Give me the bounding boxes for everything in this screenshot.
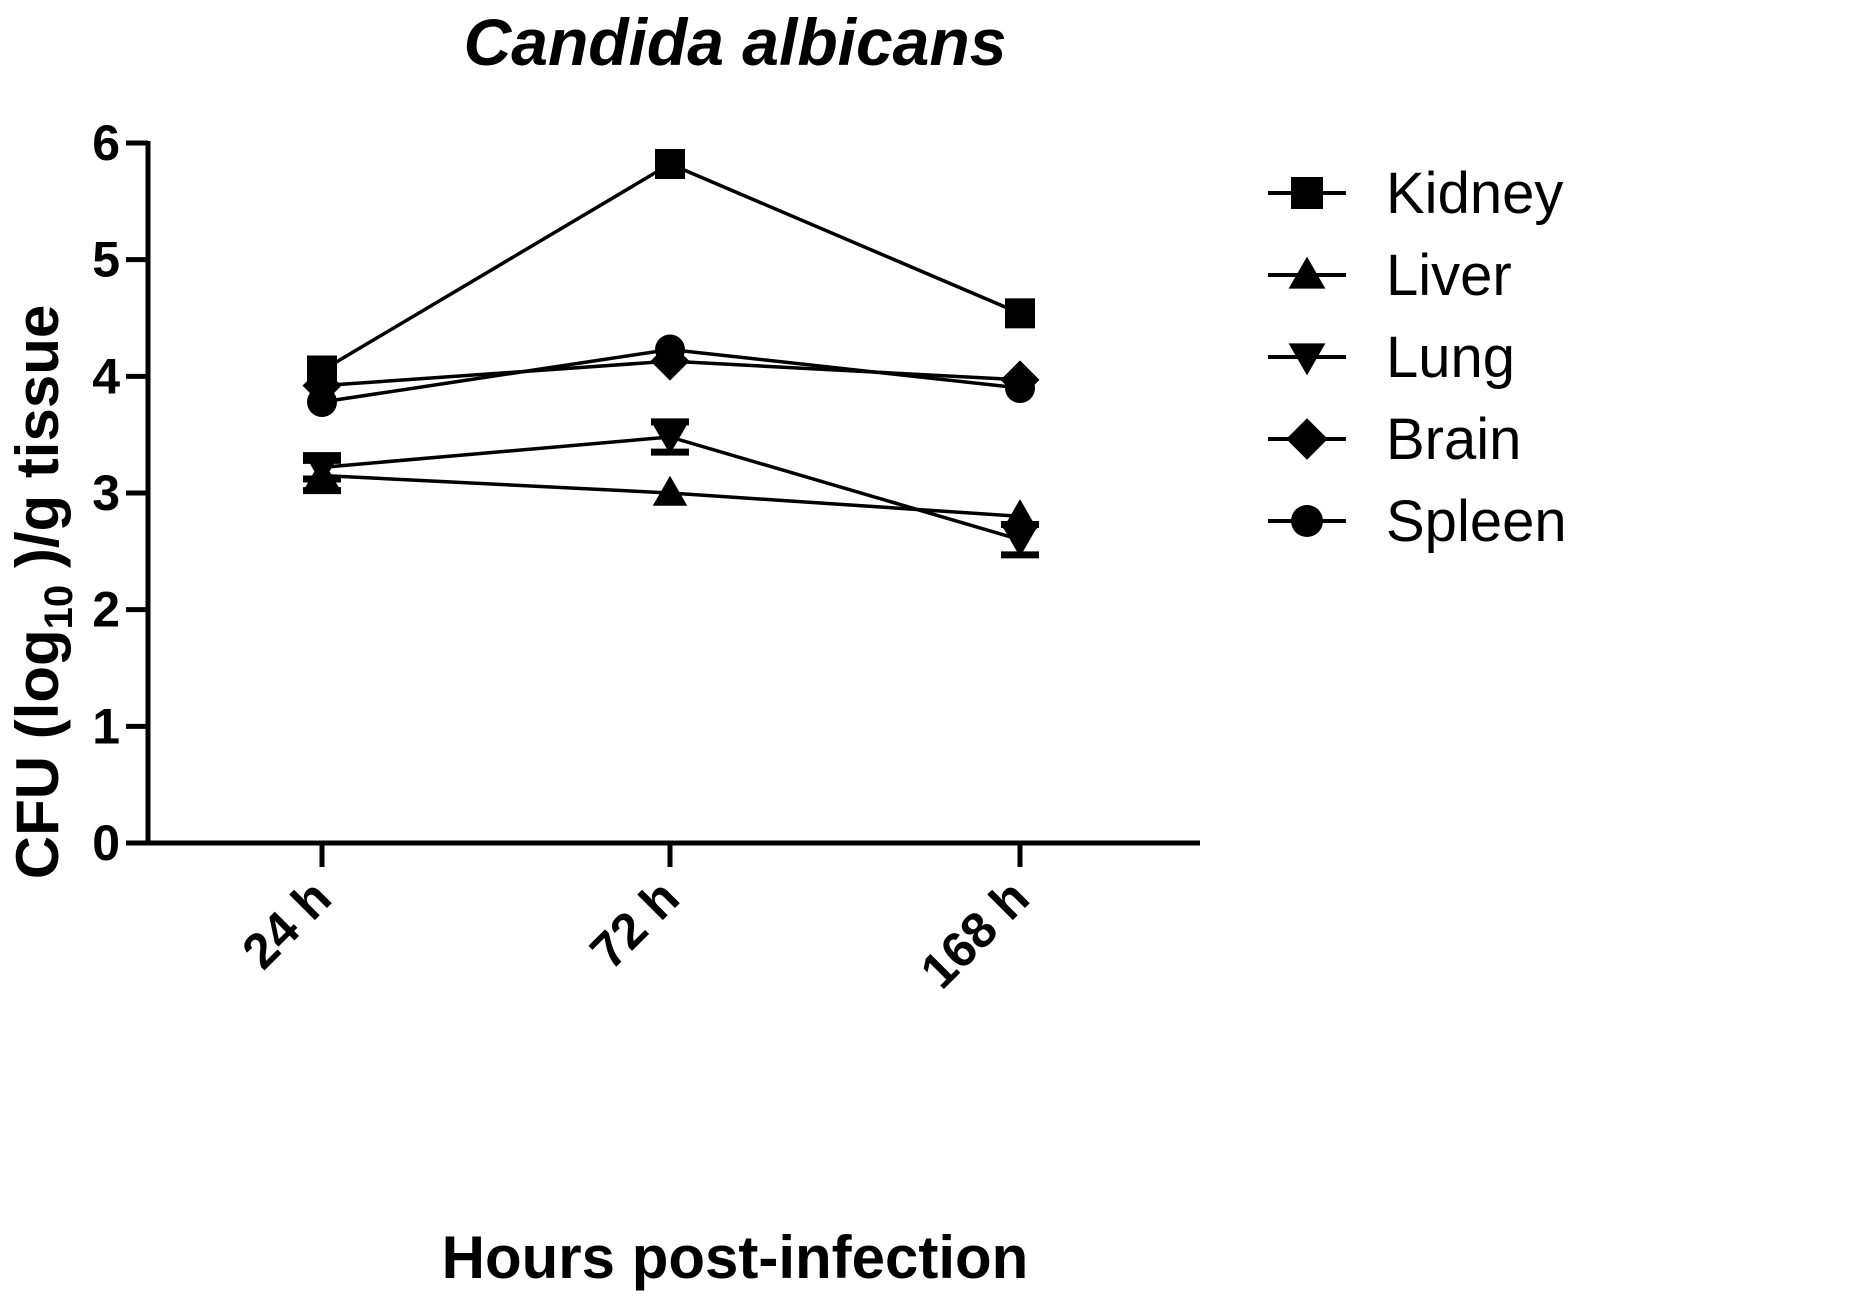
y-tick-label: 2 — [92, 582, 120, 638]
x-tick-label: 72 h — [579, 869, 689, 979]
legend-marker — [1286, 418, 1328, 460]
y-axis-title-main: CFU (log — [4, 629, 71, 879]
series-liver — [303, 456, 1038, 530]
x-tick-label: 168 h — [910, 869, 1040, 999]
data-point — [652, 424, 688, 455]
series-layer — [302, 149, 1040, 559]
svg-text:CFU (log10 )/g tissue: CFU (log10 )/g tissue — [4, 305, 81, 880]
data-point — [1002, 526, 1038, 557]
legend-marker — [1291, 177, 1323, 209]
data-point — [1005, 373, 1035, 403]
legend-label: Kidney — [1386, 161, 1563, 226]
y-axis-title-subscript: 10 — [37, 585, 81, 630]
chart-title: Candida albicans — [464, 5, 1007, 79]
y-tick-label: 0 — [92, 815, 120, 871]
y-tick-label: 3 — [92, 465, 120, 521]
y-axis-title: CFU (log10 )/g tissue — [4, 305, 81, 880]
y-axis-title-tail: )/g tissue — [4, 305, 71, 585]
y-tick-label: 5 — [92, 232, 120, 288]
x-tick-label: 24 h — [231, 869, 341, 979]
legend-marker — [1291, 505, 1323, 537]
legend-marker — [1288, 343, 1326, 376]
data-point — [655, 149, 685, 179]
y-tick-label: 4 — [92, 348, 120, 404]
legend-label: Spleen — [1386, 489, 1567, 554]
data-point — [1005, 298, 1035, 329]
legend-label: Liver — [1386, 243, 1512, 308]
legend-item-lung: Lung — [1268, 325, 1515, 390]
legend-label: Lung — [1386, 325, 1515, 390]
y-tick-label: 6 — [92, 115, 120, 171]
data-point — [652, 475, 688, 506]
legend: Kidney Liver Lung Brain Spleen — [1268, 161, 1567, 554]
legend-marker — [1288, 256, 1326, 289]
data-point — [655, 334, 685, 365]
series-lung — [303, 418, 1039, 559]
data-point — [307, 387, 337, 417]
x-axis-title: Hours post-infection — [442, 1224, 1029, 1291]
legend-label: Brain — [1386, 407, 1521, 472]
data-point — [304, 454, 340, 485]
legend-item-brain: Brain — [1268, 407, 1521, 472]
legend-item-spleen: Spleen — [1268, 489, 1567, 554]
legend-item-liver: Liver — [1268, 243, 1512, 308]
y-tick-label: 1 — [92, 698, 120, 754]
legend-item-kidney: Kidney — [1268, 161, 1563, 226]
series-spleen — [307, 334, 1035, 417]
